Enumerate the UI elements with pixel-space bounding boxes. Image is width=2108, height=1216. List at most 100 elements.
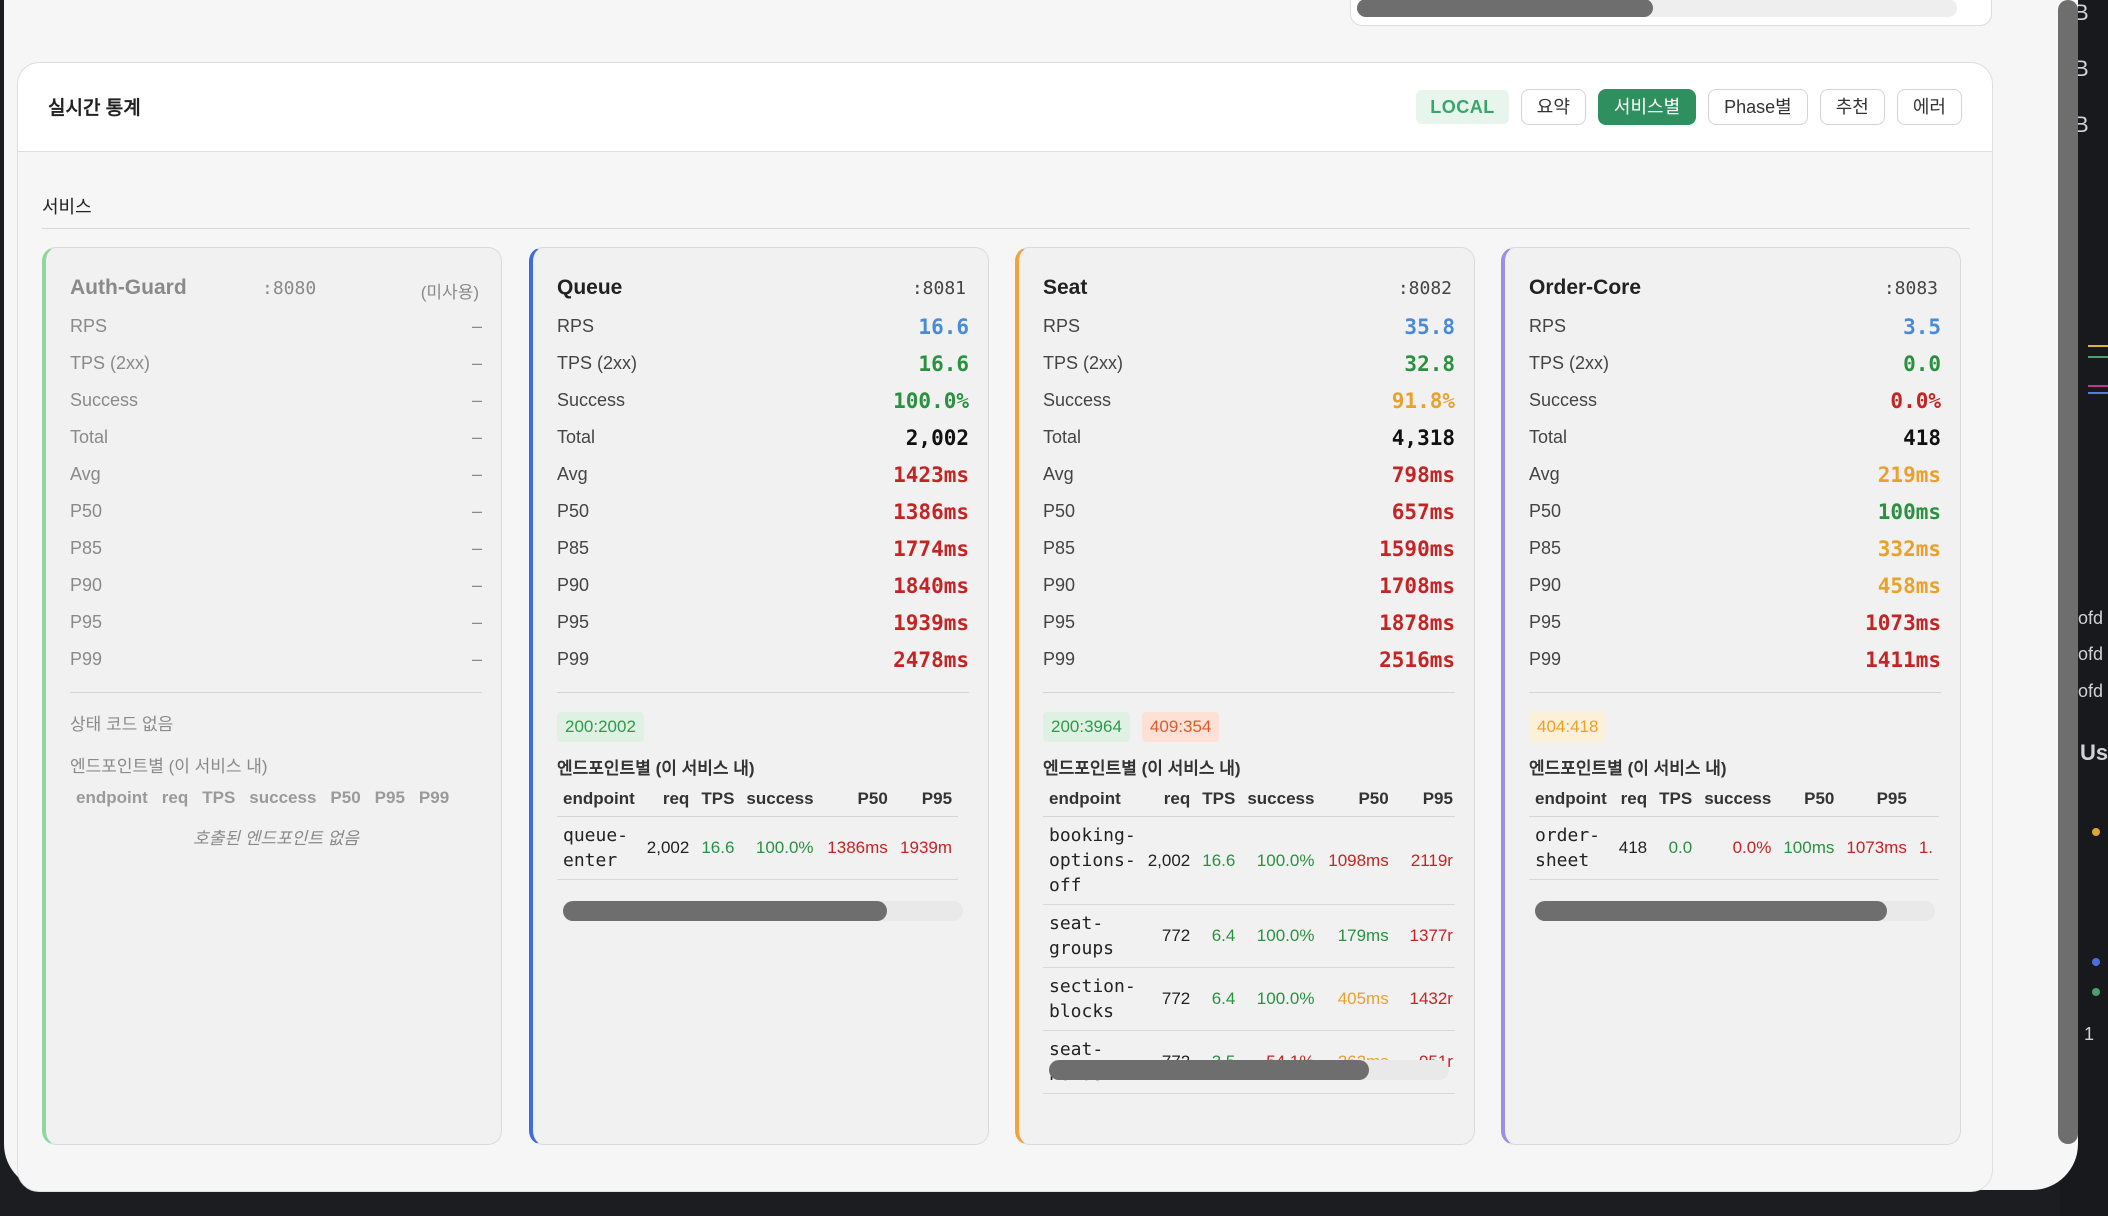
metric-row: Success –: [70, 382, 482, 419]
cell-p50: 179ms: [1320, 904, 1395, 968]
metric-label: P85: [70, 538, 103, 558]
metric-value: 219ms: [1877, 462, 1941, 487]
metric-label: Total: [70, 427, 109, 447]
metric-row: RPS 3.5: [1529, 308, 1941, 345]
endpoint-table-wrap: endpoint req TPS success P50 P95 order-s…: [1529, 782, 1941, 880]
cell-p50: 100ms: [1777, 816, 1841, 880]
table-row: booking-options-off 2,002 16.6 100.0% 10…: [1043, 816, 1455, 905]
metric-row: Total 2,002: [557, 419, 969, 456]
tab-errors[interactable]: 에러: [1896, 89, 1962, 125]
service-panel-order-core: Order-Core :8083 RPS 3.5 TPS (2xx) 0.0 Suc…: [1501, 247, 1961, 1145]
metric-row: P95 –: [70, 604, 482, 641]
col-header: req: [161, 788, 189, 807]
metric-value: 332ms: [1877, 536, 1941, 561]
service-name: Queue: [557, 276, 623, 299]
metric-row: P90 1840ms: [557, 567, 969, 604]
cell-p99: 1.: [1912, 816, 1940, 880]
col-header: P50: [1777, 782, 1841, 817]
endpoint-table-wrap: endpoint req TPS success P50 P95 queue-e…: [557, 782, 969, 880]
metric-row: TPS (2xx) 0.0: [1529, 345, 1941, 382]
table-row: seat-groups 772 6.4 100.0% 179ms 1377r: [1043, 904, 1455, 968]
metrics-list: RPS 35.8 TPS (2xx) 32.8 Success 91.8% Total…: [1043, 308, 1455, 678]
cell-p50: 405ms: [1320, 967, 1395, 1031]
metric-row: P95 1073ms: [1529, 604, 1941, 641]
divider: [42, 228, 1970, 229]
endpoint-name: booking-options-off: [1043, 816, 1142, 905]
cell-req: 418: [1612, 816, 1654, 880]
bg-glyph: ofd: [2078, 681, 2104, 701]
col-header: [1912, 782, 1940, 817]
metric-label: P99: [557, 649, 590, 669]
metric-value: 35.8: [1404, 314, 1455, 339]
col-header: req: [1141, 782, 1197, 817]
metric-label: P95: [1529, 612, 1562, 632]
horizontal-scrollbar[interactable]: [1049, 1060, 1449, 1080]
metric-row: Avg 798ms: [1043, 456, 1455, 493]
metric-value: 1878ms: [1379, 610, 1455, 635]
tab-by-service[interactable]: 서비스별: [1597, 89, 1697, 125]
metric-row: P90 1708ms: [1043, 567, 1455, 604]
scrollbar-thumb[interactable]: [1357, 0, 1653, 17]
metrics-list: RPS 16.6 TPS (2xx) 16.6 Success 100.0% Tota…: [557, 308, 969, 678]
metric-row: Avg –: [70, 456, 482, 493]
metric-value: 100ms: [1877, 499, 1941, 524]
metric-value: 1939ms: [893, 610, 969, 635]
cell-success: 100.0%: [1241, 904, 1321, 968]
metric-label: TPS (2xx): [70, 353, 151, 373]
endpoint-columns: endpoint req TPS success P50 P95 P99: [76, 788, 463, 808]
metric-value: 0.0: [1903, 351, 1941, 376]
metric-value: –: [471, 649, 482, 669]
metric-value: –: [471, 612, 482, 632]
metric-value: 657ms: [1391, 499, 1455, 524]
col-header: success: [249, 788, 317, 807]
cell-success: 0.0%: [1698, 816, 1778, 880]
metric-label: P95: [1043, 612, 1076, 632]
tab-by-phase[interactable]: Phase별: [1708, 89, 1808, 125]
cell-p95: 1377r: [1394, 904, 1455, 968]
col-header: success: [740, 782, 820, 817]
metric-label: TPS (2xx): [1043, 353, 1124, 373]
divider: [1529, 692, 1941, 693]
previous-panel: [1350, 0, 1992, 26]
cell-p95: 2119r: [1394, 816, 1455, 905]
status-chips: 200:3964 409:354: [1043, 712, 1220, 742]
metric-row: RPS –: [70, 308, 482, 345]
bg-glyph: Us: [2080, 740, 2108, 765]
metric-value: 100.0%: [893, 388, 969, 413]
metric-label: P50: [1043, 501, 1076, 521]
cell-p95: 1073ms: [1840, 816, 1913, 880]
bg-chart-line: [2088, 385, 2108, 387]
metric-row: Avg 219ms: [1529, 456, 1941, 493]
metric-row: Success 0.0%: [1529, 382, 1941, 419]
metric-label: Total: [1529, 427, 1568, 447]
status-chips: 200:2002: [557, 712, 644, 742]
metric-label: RPS: [70, 316, 108, 336]
metric-row: P90 –: [70, 567, 482, 604]
metric-value: –: [471, 353, 482, 373]
horizontal-scrollbar[interactable]: [1535, 901, 1935, 921]
metric-row: TPS (2xx) 32.8: [1043, 345, 1455, 382]
env-badge: LOCAL: [1416, 90, 1509, 124]
col-header: P95: [1840, 782, 1913, 817]
endpoints-title: 엔드포인트별 (이 서비스 내): [557, 759, 755, 778]
status-code-chip: 409:354: [1141, 712, 1220, 742]
horizontal-scrollbar[interactable]: [563, 901, 963, 921]
metric-label: Success: [1529, 390, 1598, 410]
cell-p95: 1432r: [1394, 967, 1455, 1031]
tab-summary[interactable]: 요약: [1520, 89, 1586, 125]
col-header: endpoint: [76, 788, 148, 807]
scrollbar-thumb[interactable]: [1049, 1060, 1369, 1080]
metric-row: P85 1590ms: [1043, 530, 1455, 567]
metric-label: P50: [1529, 501, 1562, 521]
bg-chart-dot: [2092, 958, 2100, 966]
metric-row: P90 458ms: [1529, 567, 1941, 604]
metric-value: 418: [1903, 425, 1941, 450]
tab-recommend[interactable]: 추천: [1819, 89, 1885, 125]
bg-chart-line: [2088, 345, 2108, 347]
cell-tps: 0.0: [1653, 816, 1699, 880]
scrollbar-thumb[interactable]: [1535, 901, 1887, 921]
vertical-scrollbar-thumb[interactable]: [2058, 0, 2078, 1144]
col-header: req: [640, 782, 696, 817]
status-code-chip: 404:418: [1529, 712, 1607, 742]
scrollbar-thumb[interactable]: [563, 901, 887, 921]
